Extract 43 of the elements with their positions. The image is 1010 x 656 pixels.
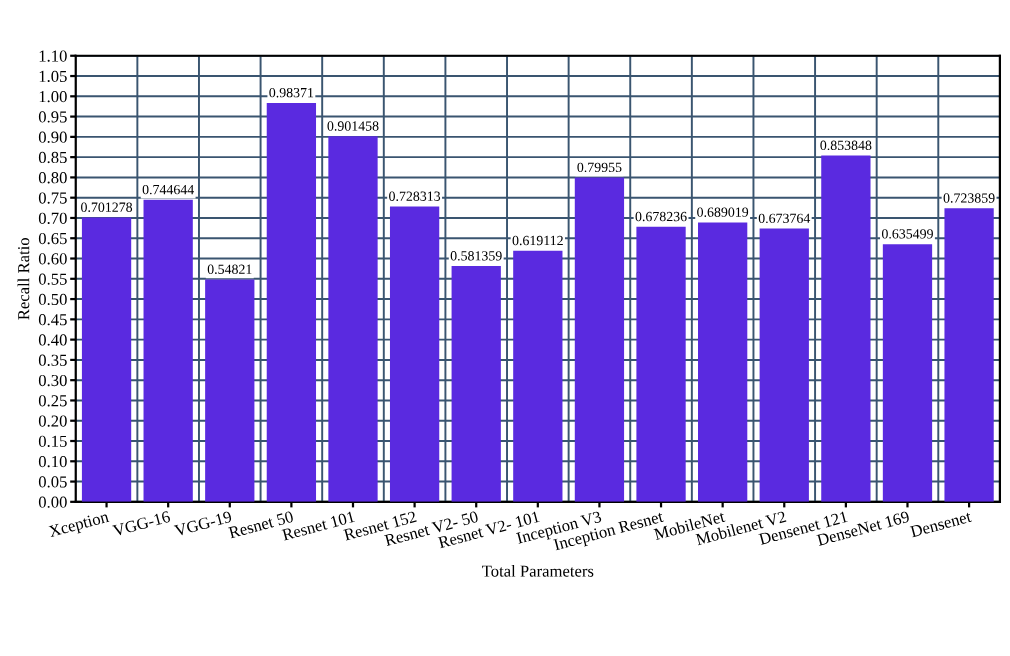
bar [143, 199, 193, 502]
y-tick-label: 0.95 [38, 111, 67, 123]
y-tick-label: 0.70 [38, 212, 67, 224]
y-tick-label: 0.35 [38, 354, 67, 366]
bar [389, 206, 440, 502]
y-tick-label: 1.05 [39, 70, 67, 83]
x-tick-label: VGG-16 [112, 510, 171, 537]
y-tick-label: 0.30 [38, 374, 67, 387]
x-tick-label: VGG-19 [173, 510, 233, 537]
y-tick-label: 0.55 [38, 273, 67, 285]
bar [944, 208, 994, 502]
x-tick-label: Densenet [909, 510, 973, 538]
x-axis-title: Total Parameters [482, 564, 594, 577]
y-tick-label: 0.65 [38, 232, 67, 245]
y-tick-label: 0.05 [38, 476, 67, 488]
y-tick-label: 0.50 [38, 293, 67, 306]
y-tick-label: 0.60 [38, 253, 67, 265]
bar [205, 279, 255, 502]
y-axis-title: Recall Ratio [17, 238, 30, 320]
bar [266, 102, 317, 502]
y-tick-label: 0.45 [38, 314, 67, 326]
y-tick-label: 0.40 [38, 334, 67, 346]
bar [698, 222, 748, 502]
y-tick-label: 0.25 [38, 395, 67, 407]
x-tick-label: Xception [48, 510, 111, 541]
y-tick-label: 0.80 [38, 172, 67, 184]
bar [882, 244, 933, 502]
y-tick-label: 0.10 [38, 455, 67, 468]
y-tick-label: 0.85 [38, 151, 67, 164]
y-tick-label: 0.00 [38, 496, 67, 508]
y-tick-label: 0.90 [38, 131, 67, 143]
y-tick-label: 1.10 [39, 50, 67, 62]
y-tick-label: 1.00 [39, 91, 67, 103]
bar [328, 136, 378, 502]
bar [513, 250, 563, 502]
bar [574, 177, 625, 502]
bar [821, 155, 871, 502]
bar [759, 228, 809, 502]
bar [636, 226, 686, 502]
bar [451, 266, 501, 502]
y-tick-label: 0.20 [38, 415, 67, 427]
y-tick-label: 0.15 [38, 435, 67, 448]
y-tick-label: 0.75 [38, 192, 67, 204]
